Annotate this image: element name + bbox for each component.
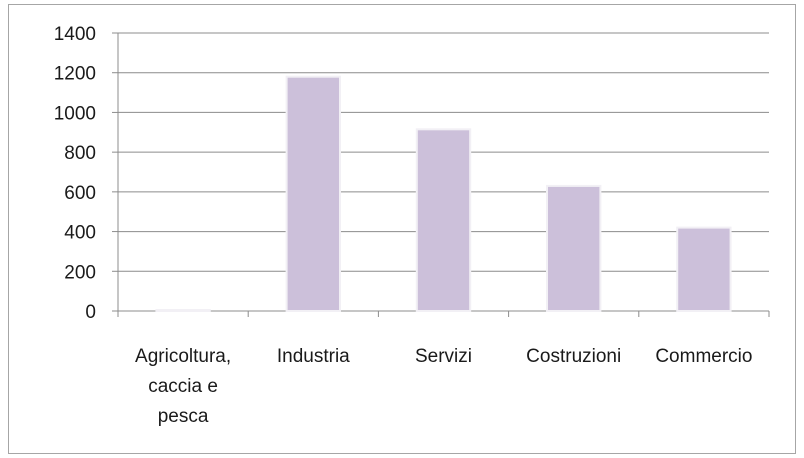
y-tick-label-1000: 1000 xyxy=(54,103,96,124)
x-category-label-1: Industria xyxy=(277,346,350,367)
bar-3 xyxy=(546,184,602,312)
bar-1 xyxy=(285,75,341,312)
bar-0 xyxy=(155,309,211,312)
x-category-label-0-line-1: caccia e xyxy=(148,376,218,397)
y-tick-label-1200: 1200 xyxy=(54,64,96,85)
y-tick-label-1400: 1400 xyxy=(54,24,96,45)
x-category-label-3: Costruzioni xyxy=(526,346,621,367)
bar-4 xyxy=(676,226,732,313)
x-category-label-0-line-0: Agricoltura, xyxy=(135,346,231,367)
y-tick-label-600: 600 xyxy=(64,183,96,204)
y-tick-label-800: 800 xyxy=(64,143,96,164)
y-tick-label-0: 0 xyxy=(85,302,96,323)
x-category-label-0-line-2: pesca xyxy=(158,406,209,427)
y-tick-label-200: 200 xyxy=(64,262,96,283)
chart-frame xyxy=(8,4,796,454)
x-category-label-4: Commercio xyxy=(655,346,752,367)
x-category-label-2: Servizi xyxy=(415,346,472,367)
bar-2 xyxy=(415,128,472,312)
y-tick-label-400: 400 xyxy=(64,223,96,244)
